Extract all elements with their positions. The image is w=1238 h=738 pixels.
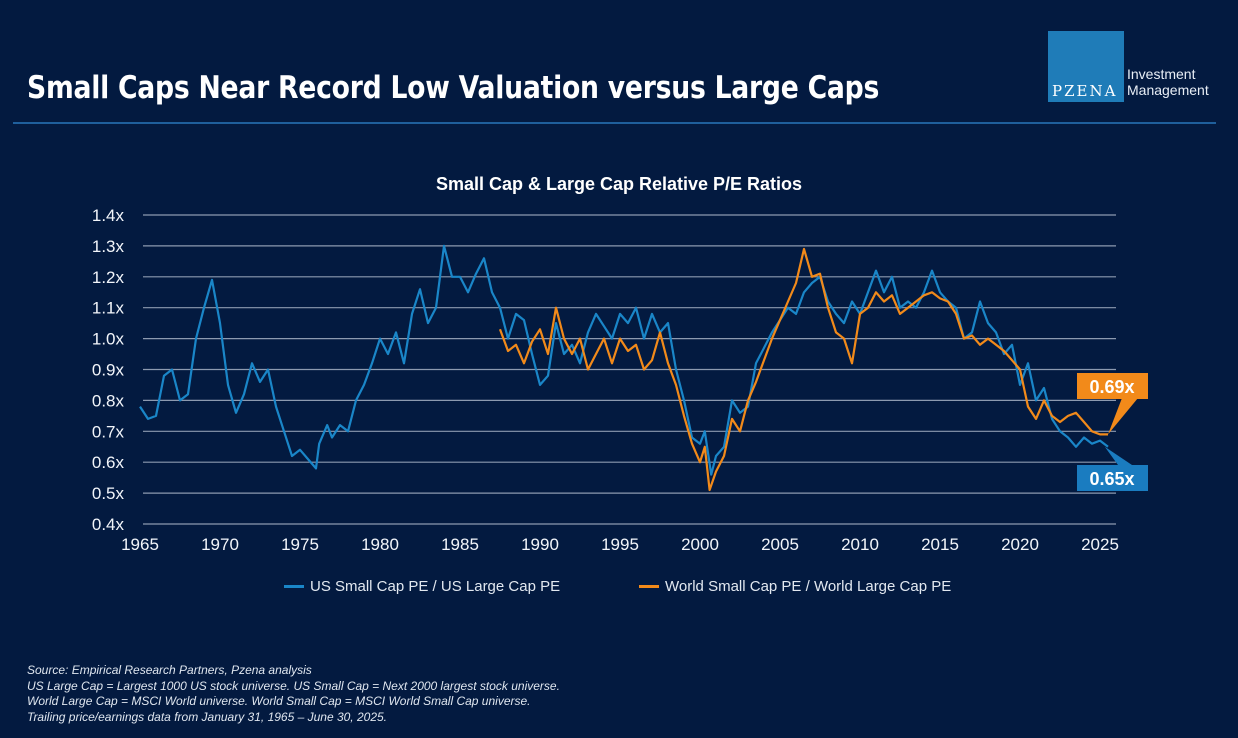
y-tick-label: 1.1x <box>92 299 125 318</box>
title-divider <box>13 122 1216 124</box>
callout-pointer-world <box>1108 398 1138 435</box>
legend-label-world: World Small Cap PE / World Large Cap PE <box>665 578 952 595</box>
y-tick-label: 0.5x <box>92 484 125 503</box>
y-tick-label: 1.3x <box>92 237 125 256</box>
chart-title: Small Cap & Large Cap Relative P/E Ratio… <box>435 174 803 194</box>
y-tick-label: 0.9x <box>92 361 125 380</box>
grid-lines <box>143 214 1116 525</box>
y-tick-label: 1.2x <box>92 268 125 287</box>
callout-box-world <box>1077 373 1148 399</box>
y-tick-label: 1.0x <box>92 330 125 349</box>
footnote-source: Source: Empirical Research Partners, Pze… <box>27 663 312 677</box>
callout-pointer-us <box>1104 446 1132 465</box>
logo-line-2: Management <box>1127 82 1209 98</box>
company-logo-text: Investment Management <box>1127 66 1209 98</box>
callout-label-us: 0.65x <box>1089 469 1134 489</box>
x-tick-label: 2000 <box>681 535 719 554</box>
footnote-us-def: US Large Cap = Largest 1000 US stock uni… <box>27 678 560 693</box>
x-tick-label: 1985 <box>441 535 479 554</box>
series-lines <box>139 244 1109 492</box>
x-tick-label: 1980 <box>361 535 399 554</box>
x-tick-label: 1965 <box>121 535 159 554</box>
x-tick-label: 1990 <box>521 535 559 554</box>
footnote-world-def: World Large Cap = MSCI World universe. W… <box>27 694 531 708</box>
x-tick-label: 1975 <box>281 535 319 554</box>
x-tick-label: 2020 <box>1001 535 1039 554</box>
y-tick-label: 1.4x <box>92 206 125 225</box>
legend-swatch-world <box>639 585 659 588</box>
chart-title-wrap: Small Cap & Large Cap Relative P/E Ratio… <box>0 174 1238 195</box>
series-line-world <box>498 247 1108 492</box>
y-tick-label: 0.4x <box>92 515 125 534</box>
company-logo-box <box>1048 31 1124 102</box>
y-tick-label: 0.8x <box>92 391 125 410</box>
x-axis-ticks: 1965 1970 1975 1980 1985 1990 1995 2000 2005 2010… <box>121 535 1119 554</box>
series-line-us <box>139 244 1109 476</box>
y-tick-label: 0.7x <box>92 422 125 441</box>
footnote-date-range: Trailing price/earnings data from Januar… <box>27 709 387 724</box>
x-tick-label: 1970 <box>201 535 239 554</box>
logo-line-1: Investment <box>1127 66 1196 82</box>
legend-item-world: World Small Cap PE / World Large Cap PE <box>639 578 951 595</box>
company-logo-mark: PZENA <box>1052 82 1118 100</box>
callout-box-us <box>1077 465 1148 491</box>
slide-title: Small Caps Near Record Low Valuation ver… <box>27 70 880 106</box>
legend-label-us: US Small Cap PE / US Large Cap PE <box>310 578 561 595</box>
x-tick-label: 2010 <box>841 535 879 554</box>
chart-legend: US Small Cap PE / US Large Cap PE World … <box>0 578 1238 598</box>
legend-swatch-us <box>284 585 304 588</box>
end-value-callouts: 0.69x 0.65x <box>1077 373 1148 491</box>
x-tick-label: 2015 <box>921 535 959 554</box>
x-tick-label: 1995 <box>601 535 639 554</box>
legend-item-us: US Small Cap PE / US Large Cap PE <box>284 578 560 595</box>
x-tick-label: 2005 <box>761 535 799 554</box>
y-axis-ticks: 1.4x 1.3x 1.2x 1.1x 1.0x 0.9x 0.8x 0.7x 0.6x 0.5x… <box>92 206 125 534</box>
callout-label-world: 0.69x <box>1089 377 1134 397</box>
x-tick-label: 2025 <box>1081 535 1119 554</box>
footnotes: Source: Empirical Research Partners, Pze… <box>27 663 560 725</box>
y-tick-label: 0.6x <box>92 453 125 472</box>
